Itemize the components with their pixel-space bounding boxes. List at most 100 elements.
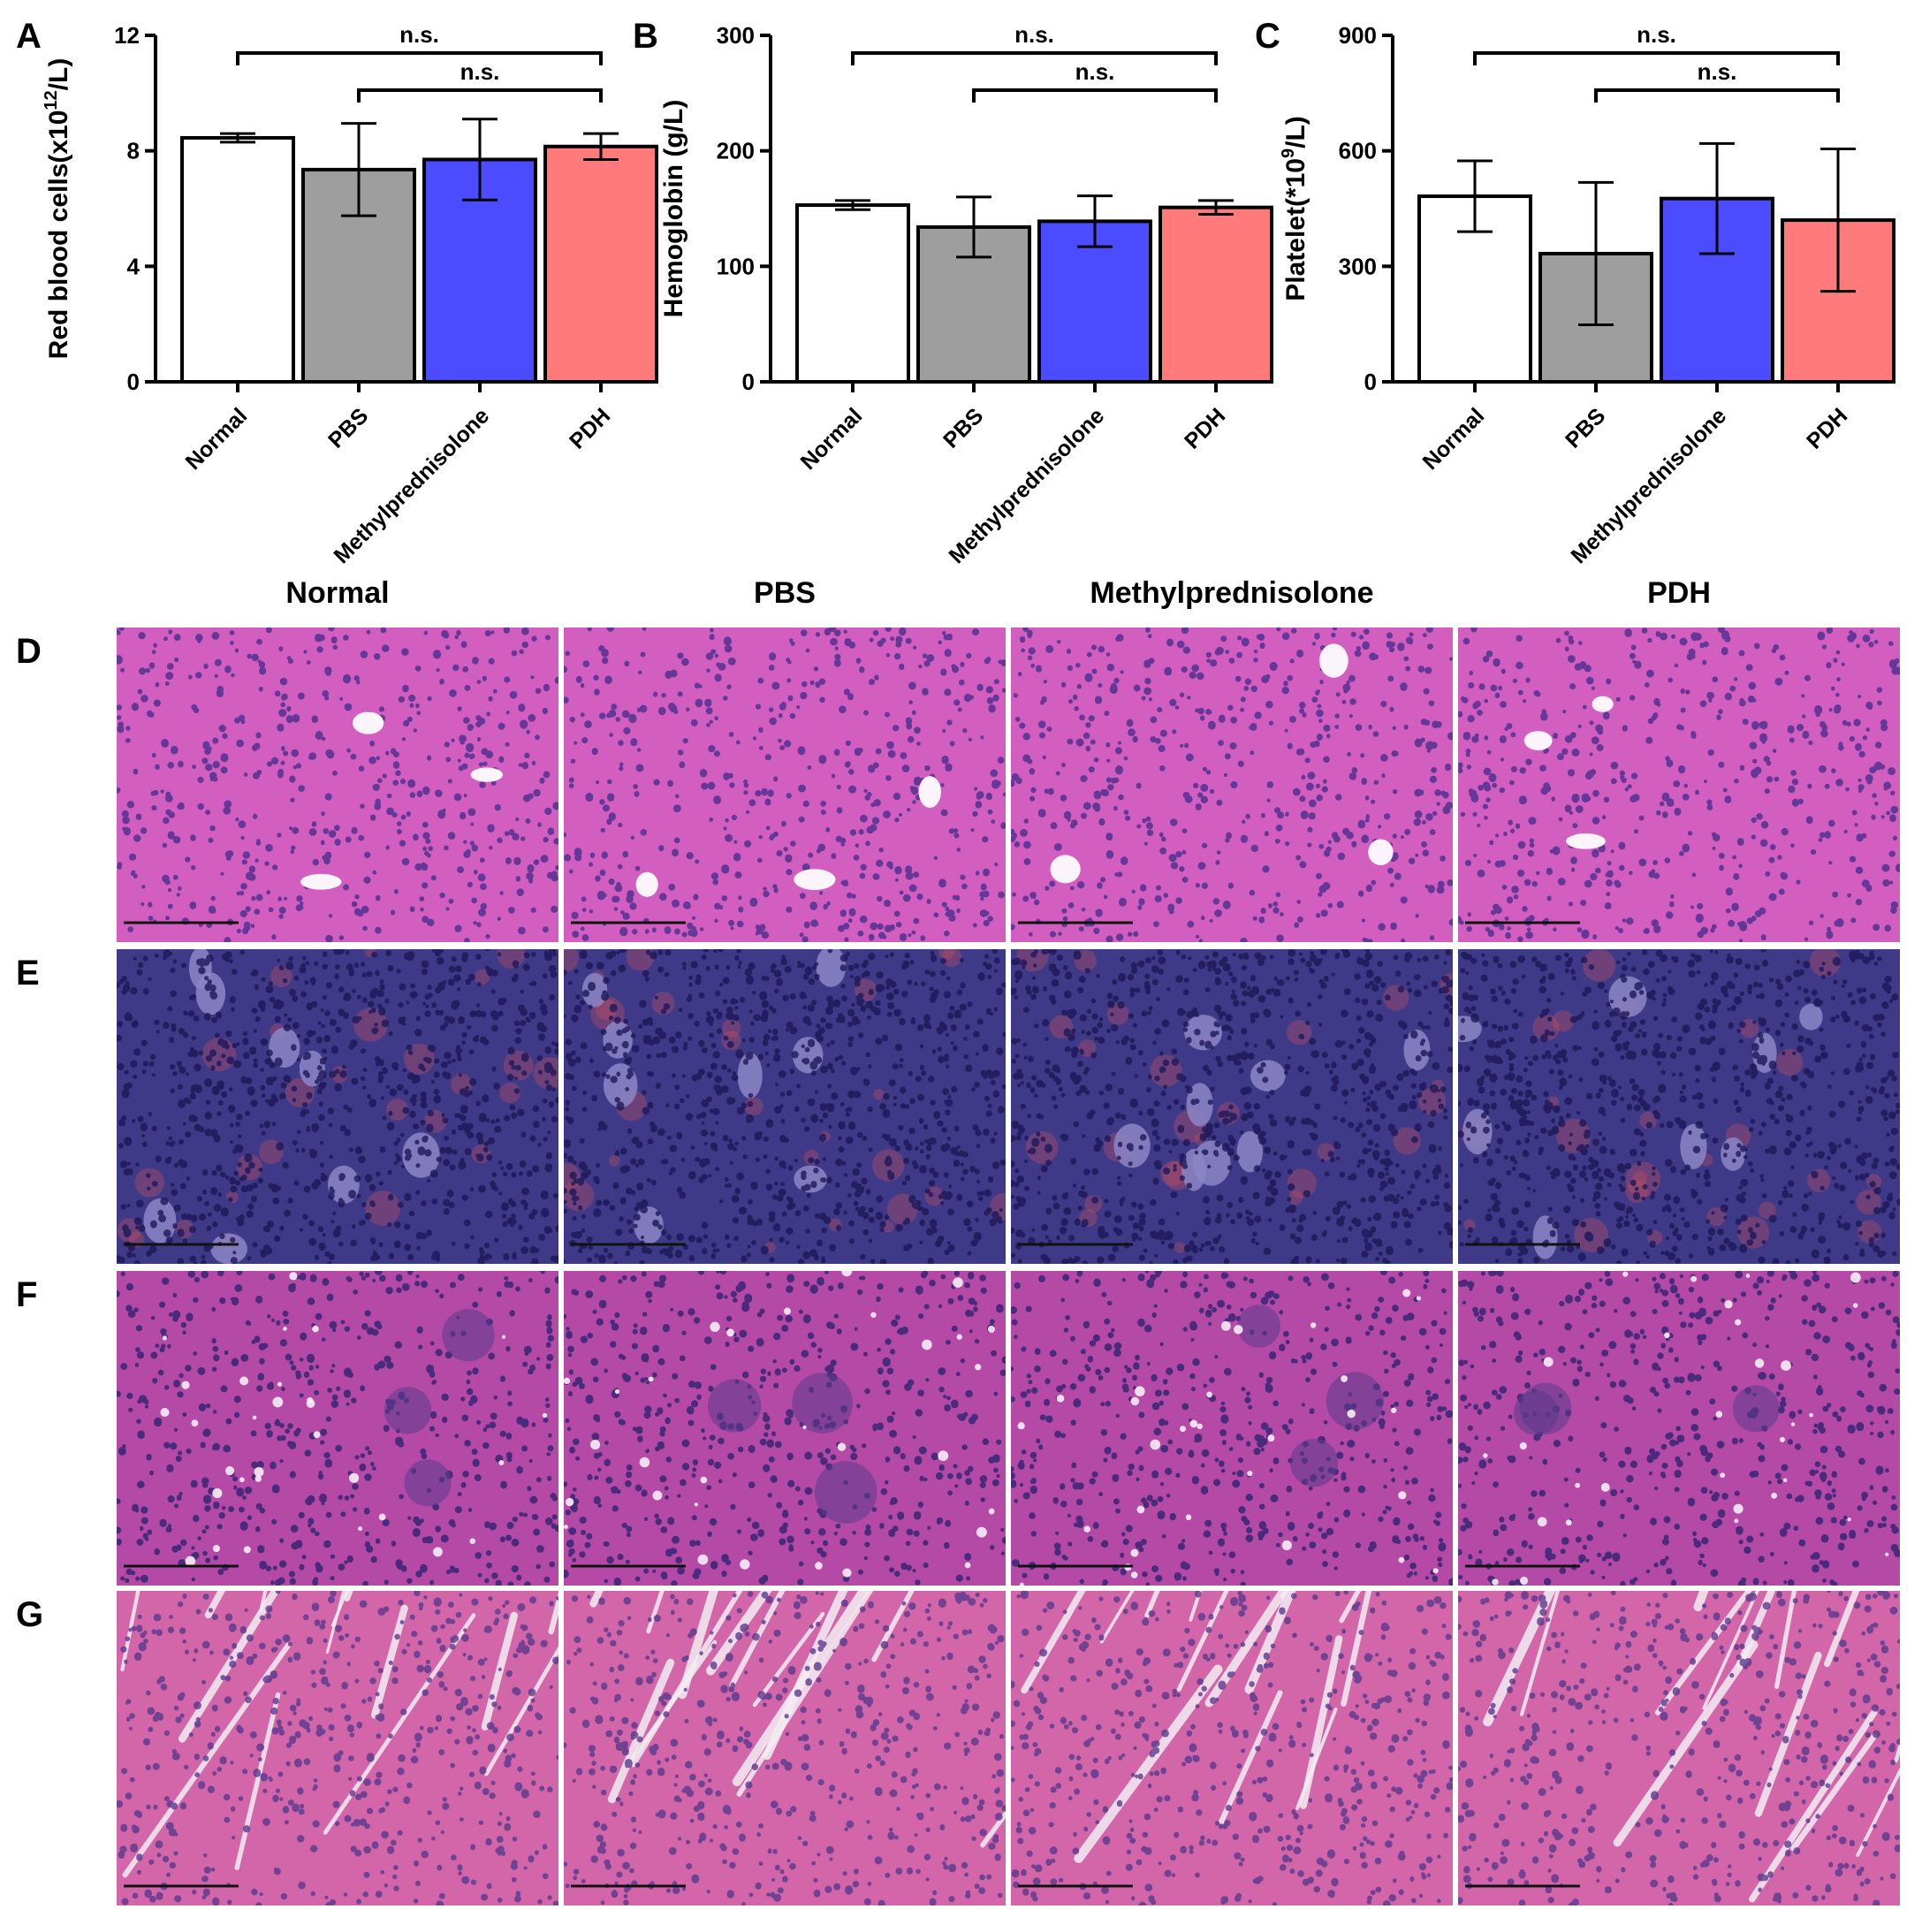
- red-pulp: [873, 1089, 885, 1100]
- y-axis-label-tail: /L): [1281, 116, 1310, 148]
- x-tick-label: PDH: [1180, 403, 1230, 453]
- tubule-lumen: [1391, 1407, 1397, 1413]
- red-pulp: [1287, 1020, 1312, 1046]
- megakaryocyte: [1184, 1015, 1223, 1051]
- glomerulus: [814, 1461, 877, 1524]
- red-pulp: [1393, 1127, 1421, 1155]
- micrograph-content: [564, 949, 1006, 1264]
- panel-label: C: [1255, 17, 1280, 56]
- micrograph-d-normal: [117, 628, 558, 942]
- red-pulp: [942, 949, 962, 967]
- tubule-lumen: [254, 1475, 262, 1482]
- tubule-lumen: [1189, 1419, 1198, 1428]
- tubule-lumen: [358, 1526, 363, 1532]
- tubule-lumen: [1135, 1386, 1145, 1396]
- tubule-lumen: [639, 1457, 650, 1468]
- micrograph-content: [564, 1591, 1006, 1905]
- micrograph-g-normal: [117, 1591, 558, 1905]
- panel-label: G: [16, 1595, 43, 1634]
- red-pulp: [533, 1057, 558, 1090]
- significance-label: n.s.: [1637, 21, 1676, 48]
- red-pulp: [1583, 949, 1616, 982]
- significance-bracket: [236, 51, 603, 65]
- glomerulus: [707, 1379, 762, 1433]
- tubule-lumen: [1600, 1482, 1610, 1492]
- tissue-background: [117, 1591, 558, 1905]
- tubule-lumen: [1782, 1478, 1788, 1483]
- y-tick-label: 900: [1339, 22, 1377, 49]
- tubule-lumen: [181, 1381, 190, 1389]
- tubule-lumen: [1281, 1540, 1292, 1551]
- red-pulp: [1463, 1219, 1476, 1231]
- tubule-lumen: [1733, 1503, 1743, 1514]
- red-pulp: [1625, 1161, 1661, 1198]
- y-axis-label-tail: /L): [44, 58, 73, 91]
- tubule-lumen: [700, 1476, 708, 1484]
- tubule-lumen: [1130, 1571, 1138, 1578]
- tubule-lumen: [1745, 1274, 1751, 1278]
- tubule-lumen: [1483, 1453, 1488, 1458]
- tubule-lumen: [1575, 1482, 1581, 1488]
- y-tick-label: 0: [1364, 369, 1377, 395]
- tubule-lumen: [313, 1431, 321, 1439]
- micrograph-g-methylprednisolone: [1011, 1591, 1453, 1905]
- y-axis-label-main: Hemoglobin (g/L): [659, 100, 688, 318]
- tubule-lumen: [987, 1325, 995, 1334]
- significance-bracket: [1594, 88, 1840, 103]
- tubule-lumen: [964, 1562, 971, 1569]
- red-pulp: [1775, 1048, 1804, 1076]
- y-tick-label: 12: [114, 22, 140, 49]
- tubule-lumen: [1310, 1322, 1317, 1328]
- column-header-methylprednisolone: Methylprednisolone: [1090, 576, 1373, 610]
- glomerulus: [404, 1459, 452, 1507]
- x-tick-label: PBS: [938, 403, 988, 453]
- red-pulp: [1552, 1010, 1575, 1032]
- fiber-gap: [1824, 1591, 1860, 1668]
- tubule-lumen: [1852, 1303, 1858, 1308]
- tubule-lumen: [1402, 1289, 1411, 1297]
- fiber-gap: [120, 1591, 141, 1672]
- tubule-lumen: [802, 1425, 807, 1430]
- bar-pdh: [543, 144, 658, 384]
- nuclei: [1011, 949, 1453, 1264]
- vessel-lumen: [794, 869, 836, 891]
- red-pulp: [1025, 1130, 1059, 1164]
- x-tick-label: Normal: [796, 403, 868, 475]
- red-pulp: [1288, 1190, 1303, 1206]
- vessel-lumen: [1523, 731, 1553, 750]
- fiber-gap: [1894, 1740, 1900, 1763]
- panel-label: B: [633, 17, 658, 56]
- fiber-gap: [330, 1591, 349, 1627]
- fiber-gap: [980, 1809, 1006, 1848]
- micrograph-e-normal: [117, 949, 558, 1264]
- red-pulp: [938, 949, 954, 960]
- tubule-lumen: [1809, 1412, 1813, 1418]
- tubule-lumen: [312, 1325, 319, 1333]
- fiber-gap: [1295, 1708, 1338, 1811]
- tubule-lumen: [1017, 1422, 1025, 1430]
- megakaryocyte: [581, 972, 608, 1008]
- micrograph-content: [564, 1271, 1006, 1586]
- tubule-lumen: [841, 1271, 853, 1277]
- tubule-lumen: [1247, 1471, 1253, 1477]
- vessel-lumen: [1050, 855, 1081, 884]
- panel-label: E: [16, 954, 40, 993]
- megakaryocyte: [1462, 1108, 1493, 1155]
- tubule-lumen: [922, 1339, 932, 1350]
- significance-bracket: [357, 88, 603, 103]
- tubule-lumen: [1206, 1391, 1212, 1398]
- tubule-lumen: [1720, 1472, 1726, 1479]
- fiber-gap: [1218, 1690, 1283, 1825]
- megakaryocyte: [634, 1206, 664, 1244]
- tubule-lumen: [160, 1407, 170, 1418]
- fiber-gap: [1144, 1591, 1160, 1618]
- nuclei: [117, 1271, 558, 1586]
- y-tick-label: 300: [717, 22, 755, 49]
- tubule-lumen: [956, 1334, 962, 1340]
- micrograph-content: [1458, 1271, 1900, 1586]
- tubule-lumen: [815, 1562, 823, 1570]
- nuclei: [1011, 628, 1453, 942]
- tubule-lumen: [652, 1490, 663, 1501]
- tubule-lumen: [212, 1544, 221, 1553]
